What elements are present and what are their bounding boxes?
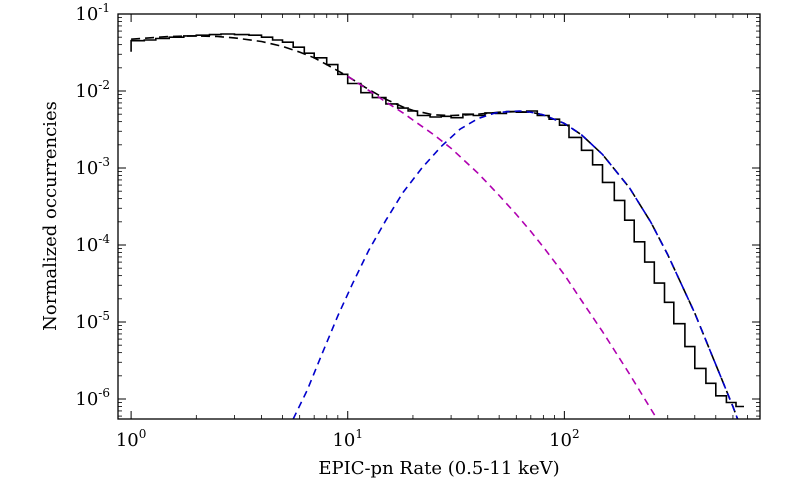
y-tick-exponent: -6 [98,386,110,400]
y-tick-label: 10-3 [75,155,110,179]
y-tick-label: 10-4 [75,232,110,256]
x-tick-exponent: 2 [572,427,580,441]
y-tick-base: 10 [75,158,98,179]
x-axis-label: EPIC-pn Rate (0.5-11 keV) [318,458,559,479]
series-high-rate-component [292,110,739,419]
x-tick-label: 101 [332,427,363,451]
y-tick-exponent: -4 [98,232,110,246]
y-tick-base: 10 [75,312,98,333]
y-tick-label: 10-1 [75,1,110,25]
x-tick-label: 100 [116,427,147,451]
y-tick-label: 10-2 [75,78,110,102]
series-low-rate-component [347,75,658,419]
y-tick-base: 10 [75,81,98,102]
series-total-model [131,35,739,419]
y-tick-label: 10-5 [75,309,110,333]
x-tick-exponent: 0 [139,427,147,441]
y-tick-exponent: -3 [98,155,110,169]
x-tick-exponent: 1 [355,427,363,441]
plot-frame [117,13,761,420]
plot-background [118,14,760,419]
y-tick-base: 10 [75,235,98,256]
x-tick-base: 10 [549,430,572,451]
y-tick-base: 10 [75,4,98,25]
x-tick-label: 102 [549,427,580,451]
y-tick-label: 10-6 [75,386,110,410]
x-tick-base: 10 [332,430,355,451]
series-histogram [130,33,744,408]
x-tick-base: 10 [116,430,139,451]
y-tick-exponent: -1 [98,1,110,15]
y-axis-label: Normalized occurrencies [40,101,61,331]
series-layer [130,33,744,419]
y-tick-base: 10 [75,389,98,410]
y-tick-exponent: -2 [98,78,110,92]
y-tick-exponent: -5 [98,309,110,323]
